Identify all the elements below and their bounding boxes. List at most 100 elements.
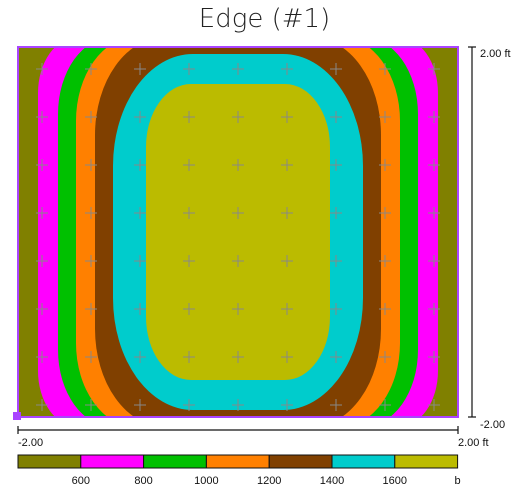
grid-marker [183,351,195,363]
colorbar-tick-label: 1000 [194,475,218,487]
grid-marker [232,255,244,267]
grid-marker [428,63,440,75]
y-tick-label-top: 2.00 ft [480,48,511,60]
grid-marker [85,399,97,411]
grid-marker [183,255,195,267]
grid-marker [330,111,342,123]
grid-marker [281,255,293,267]
grid-marker [379,351,391,363]
colorbar-tick-label: 1600 [383,475,407,487]
grid-marker [85,303,97,315]
grid-marker [36,255,48,267]
grid-marker [85,255,97,267]
x-tick-label-right: 2.00 ft [458,437,489,449]
colorbar-tick-label: 600 [72,475,90,487]
grid-marker [183,207,195,219]
colorbar-segment-1 [17,454,82,469]
colorbar-segment-3 [143,454,207,469]
grid-marker [134,351,146,363]
grid-marker [134,111,146,123]
grid-marker [428,207,440,219]
grid-marker [36,303,48,315]
grid-marker [134,303,146,315]
grid-marker [330,399,342,411]
colorbar-tick-label: 1400 [320,475,344,487]
colorbar-segment-5 [268,454,333,469]
grid-marker [281,351,293,363]
grid-markers [36,63,440,411]
grid-marker [330,63,342,75]
grid-marker [85,159,97,171]
contour-bands [18,47,458,417]
grid-marker [134,63,146,75]
grid-marker [330,303,342,315]
colorbar-segment-4 [205,454,270,469]
grid-marker [379,111,391,123]
grid-marker [281,399,293,411]
grid-marker [134,207,146,219]
grid-marker [379,255,391,267]
grid-marker [428,159,440,171]
x-axis: -2.00 2.00 ft [17,426,489,449]
grid-marker [281,63,293,75]
grid-marker [428,111,440,123]
colorbar [17,454,459,469]
grid-marker [379,399,391,411]
grid-marker [281,111,293,123]
grid-marker [183,303,195,315]
colorbar-segment-2 [80,454,145,469]
chart-title: Edge (#1) [198,4,331,34]
grid-marker [330,255,342,267]
grid-marker [232,399,244,411]
grid-marker [379,159,391,171]
grid-marker [281,303,293,315]
grid-marker [330,207,342,219]
y-axis: 2.00 ft -2.00 [468,46,511,431]
grid-marker [85,207,97,219]
grid-marker [379,63,391,75]
colorbar-segment-7 [394,454,459,469]
plot-border [17,46,459,418]
grid-marker [428,255,440,267]
grid-marker [330,351,342,363]
grid-marker [36,111,48,123]
grid-marker [85,111,97,123]
grid-marker [36,63,48,75]
colorbar-tick-labels: 600 800 1000 1200 1400 1600 b [72,475,461,487]
grid-marker [134,255,146,267]
grid-marker [281,207,293,219]
grid-marker [281,159,293,171]
grid-marker [232,303,244,315]
grid-marker [134,399,146,411]
grid-marker [428,399,440,411]
grid-marker [134,159,146,171]
grid-marker [36,207,48,219]
grid-marker [379,207,391,219]
colorbar-tick-label: b [455,475,461,487]
x-tick-label-left: -2.00 [18,437,43,449]
grid-marker [183,111,195,123]
colorbar-tick-label: 800 [134,475,152,487]
contour-band-7 [146,84,330,380]
grid-marker [36,159,48,171]
grid-marker [428,351,440,363]
grid-marker [232,159,244,171]
grid-marker [183,159,195,171]
grid-marker [85,63,97,75]
y-tick-label-bottom: -2.00 [480,419,505,431]
grid-marker [183,399,195,411]
grid-marker [36,399,48,411]
corner-marker [13,412,21,420]
colorbar-tick-label: 1200 [257,475,281,487]
grid-marker [85,351,97,363]
grid-marker [232,351,244,363]
colorbar-segment-6 [331,454,396,469]
grid-marker [232,207,244,219]
grid-marker [330,159,342,171]
grid-marker [36,351,48,363]
grid-marker [379,303,391,315]
grid-marker [232,63,244,75]
grid-marker [232,111,244,123]
grid-marker [428,303,440,315]
